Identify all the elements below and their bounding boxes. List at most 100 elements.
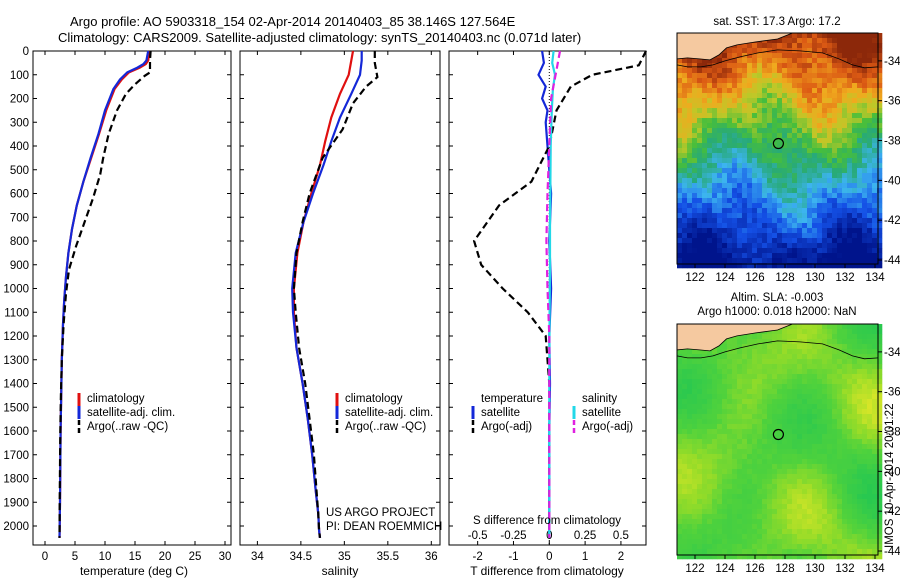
map-cell: [742, 459, 748, 465]
map-cell: [782, 233, 788, 239]
map-cell: [777, 464, 783, 470]
map-cell: [767, 73, 773, 79]
map-cell: [837, 203, 843, 209]
map-cell: [742, 43, 748, 49]
map-cell: [867, 479, 873, 485]
map-cell: [842, 374, 848, 380]
map-cell: [842, 203, 848, 209]
map-cell: [837, 103, 843, 109]
map-cell: [737, 63, 743, 69]
map-cell: [702, 459, 708, 465]
map-cell: [792, 258, 798, 264]
map-cell: [757, 509, 763, 515]
map-cell: [717, 133, 723, 139]
map-cell: [767, 48, 773, 54]
map-cell: [722, 178, 728, 184]
map-cell: [707, 88, 713, 94]
map-cell: [767, 434, 773, 440]
map-cell: [757, 138, 763, 144]
map-cell: [772, 374, 778, 380]
map-cell: [682, 364, 688, 370]
map-cell: [717, 544, 723, 550]
map-cell: [852, 409, 858, 415]
map-cell: [692, 424, 698, 430]
map-cell: [807, 534, 813, 540]
map-cell: [847, 103, 853, 109]
map-cell: [727, 243, 733, 249]
map-cell: [762, 359, 768, 365]
map-cell: [752, 384, 758, 390]
map-cell: [762, 474, 768, 480]
map-cell: [837, 148, 843, 154]
map-cell: [807, 324, 813, 330]
map-cell: [687, 248, 693, 254]
map-cell: [877, 339, 883, 345]
map-cell: [757, 123, 763, 129]
map-cell: [847, 83, 853, 89]
map-cell: [802, 424, 808, 430]
map-cell: [737, 68, 743, 74]
map-cell: [837, 208, 843, 214]
map-cell: [812, 258, 818, 264]
map-cell: [807, 143, 813, 149]
map-cell: [842, 469, 848, 475]
map-cell: [807, 223, 813, 229]
map-cell: [747, 454, 753, 460]
map-cell: [757, 158, 763, 164]
map-cell: [792, 228, 798, 234]
map-cell: [867, 113, 873, 119]
map-cell: [802, 469, 808, 475]
map-cell: [832, 218, 838, 224]
map-cell: [687, 394, 693, 400]
lat-tick-label: -34: [884, 56, 900, 68]
map-cell: [852, 208, 858, 214]
map-cell: [852, 238, 858, 244]
map-cell: [687, 454, 693, 460]
map-cell: [867, 233, 873, 239]
map-cell: [847, 529, 853, 535]
map-cell: [782, 183, 788, 189]
map-cell: [822, 374, 828, 380]
map-cell: [847, 203, 853, 209]
map-cell: [822, 424, 828, 430]
map-cell: [732, 123, 738, 129]
map-cell: [862, 334, 868, 340]
lon-tick-label: 124: [715, 563, 735, 575]
map-cell: [797, 98, 803, 104]
map-cell: [677, 409, 683, 415]
lat-tick-label: -42: [884, 506, 900, 518]
map-cell: [717, 399, 723, 405]
map-cell: [857, 208, 863, 214]
map-cell: [837, 123, 843, 129]
map-cell: [867, 248, 873, 254]
map-cell: [702, 524, 708, 530]
map-cell: [862, 479, 868, 485]
map-cell: [847, 549, 853, 555]
map-cell: [747, 359, 753, 365]
map-cell: [757, 524, 763, 530]
map-cell: [742, 359, 748, 365]
map-cell: [692, 514, 698, 520]
map-cell: [847, 419, 853, 425]
map-cell: [747, 509, 753, 515]
map-cell: [747, 238, 753, 244]
map-cell: [772, 549, 778, 555]
map-cell: [797, 394, 803, 400]
map-cell: [697, 379, 703, 385]
map-cell: [837, 258, 843, 264]
map-cell: [762, 479, 768, 485]
map-cell: [732, 173, 738, 179]
map-cell: [797, 499, 803, 505]
map-cell: [847, 369, 853, 375]
map-cell: [677, 474, 683, 480]
map-cell: [857, 73, 863, 79]
map-cell: [852, 444, 858, 450]
map-cell: [822, 519, 828, 525]
map-cell: [742, 58, 748, 64]
map-cell: [702, 68, 708, 74]
map-cell: [732, 419, 738, 425]
map-cell: [717, 123, 723, 129]
map-cell: [692, 103, 698, 109]
map-cell: [747, 344, 753, 350]
map-cell: [772, 514, 778, 520]
